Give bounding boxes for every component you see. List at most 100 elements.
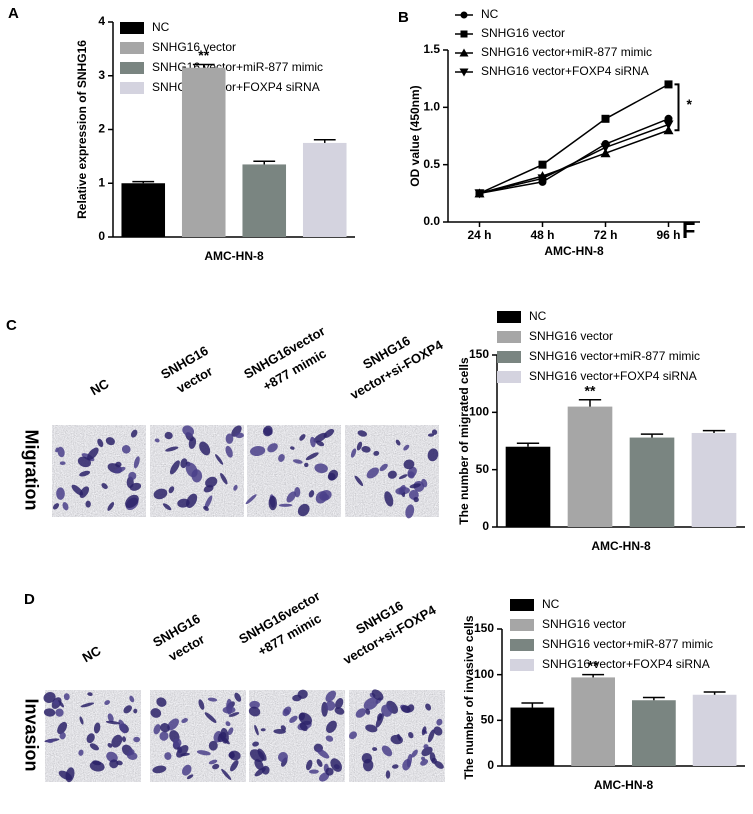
stained-cell bbox=[80, 702, 95, 708]
legend-swatch bbox=[497, 311, 521, 323]
stained-cell bbox=[123, 705, 132, 714]
stained-cell bbox=[129, 695, 135, 703]
stained-cell bbox=[363, 758, 374, 772]
stained-cell bbox=[373, 450, 380, 456]
legend-swatch bbox=[497, 331, 521, 343]
y-tick-label: 3 bbox=[98, 68, 105, 82]
stained-cell bbox=[398, 474, 408, 480]
stained-cell bbox=[411, 749, 418, 758]
stained-cell bbox=[78, 749, 84, 756]
stained-cell bbox=[375, 713, 384, 728]
legend-swatch bbox=[510, 599, 534, 611]
stained-cell bbox=[52, 503, 60, 510]
stained-cell bbox=[425, 703, 432, 711]
point bbox=[600, 148, 611, 158]
stained-cell bbox=[325, 735, 334, 742]
legend-marker bbox=[460, 30, 468, 38]
stained-cell bbox=[350, 448, 357, 458]
legend-marker bbox=[459, 68, 469, 77]
stained-cell bbox=[421, 726, 427, 736]
stained-cell bbox=[267, 443, 278, 453]
stained-cell bbox=[361, 446, 371, 453]
stained-cell bbox=[57, 446, 65, 458]
stained-cell bbox=[290, 446, 295, 450]
y-tick-label: 0 bbox=[98, 229, 105, 243]
stained-cell bbox=[427, 448, 439, 462]
row-label: Migration bbox=[21, 430, 41, 511]
stained-cell bbox=[365, 708, 371, 715]
stained-cell bbox=[55, 447, 59, 453]
stained-cell bbox=[406, 753, 413, 768]
stained-cell bbox=[125, 494, 139, 508]
legend-label: SNHG16 vector+FOXP4 siRNA bbox=[529, 369, 697, 383]
stained-cell bbox=[230, 751, 235, 759]
stained-cell bbox=[101, 483, 108, 489]
stained-cell bbox=[325, 767, 334, 776]
legend-swatch bbox=[510, 659, 534, 671]
stained-cell bbox=[164, 752, 172, 760]
stained-cell bbox=[234, 432, 244, 439]
stained-cell bbox=[292, 459, 303, 464]
stained-cell bbox=[262, 425, 273, 437]
bracket bbox=[674, 83, 680, 132]
legend-label: SNHG16 vector+FOXP4 siRNA bbox=[481, 64, 649, 78]
stained-cell bbox=[379, 463, 388, 472]
stained-cell bbox=[169, 460, 180, 475]
stained-cell bbox=[297, 503, 310, 517]
stained-cell bbox=[325, 700, 336, 711]
stained-cell bbox=[280, 725, 286, 731]
stained-cell bbox=[43, 692, 56, 703]
column-label: NC bbox=[80, 643, 104, 666]
stained-cell bbox=[203, 505, 209, 511]
stained-cell bbox=[93, 722, 101, 734]
significance: ** bbox=[588, 657, 599, 673]
stained-cell bbox=[79, 716, 84, 725]
stained-cell bbox=[220, 472, 228, 485]
stained-cell bbox=[325, 690, 337, 702]
stained-cell bbox=[294, 486, 301, 498]
legend-swatch bbox=[120, 62, 144, 74]
stained-cell bbox=[335, 698, 344, 709]
stained-cell bbox=[436, 718, 443, 726]
y-tick-label: 2 bbox=[98, 122, 105, 136]
stained-cell bbox=[260, 728, 266, 732]
stained-cell bbox=[159, 731, 169, 741]
legend-label: SNHG16 vector+FOXP4 siRNA bbox=[542, 657, 710, 671]
stained-cell bbox=[420, 759, 429, 766]
legend-marker bbox=[459, 48, 469, 57]
significance: ** bbox=[198, 47, 209, 63]
stained-cell bbox=[254, 724, 259, 736]
stained-cell bbox=[405, 504, 415, 519]
stained-cell bbox=[254, 759, 264, 771]
stained-cell bbox=[86, 733, 95, 744]
stained-cell bbox=[407, 466, 417, 478]
stained-cell bbox=[181, 764, 192, 776]
stained-cell bbox=[326, 720, 337, 734]
y-tick-label: 150 bbox=[469, 347, 489, 361]
stained-cell bbox=[63, 693, 70, 701]
stained-cell bbox=[177, 498, 190, 508]
y-tick-label: 50 bbox=[476, 462, 490, 476]
stained-cell bbox=[204, 712, 217, 723]
stained-cell bbox=[205, 476, 218, 488]
y-axis-label: OD value (450nm) bbox=[408, 85, 422, 186]
stained-cell bbox=[208, 740, 218, 751]
stained-cell bbox=[107, 502, 115, 511]
stained-cell bbox=[130, 429, 138, 438]
stained-cell bbox=[254, 767, 266, 777]
stained-cell bbox=[225, 433, 234, 444]
column-label: SNHG16vector bbox=[158, 343, 215, 396]
stained-cell bbox=[434, 760, 444, 769]
stained-cell bbox=[104, 700, 111, 706]
x-axis-label: AMC-HN-8 bbox=[594, 778, 654, 792]
stained-cell bbox=[409, 483, 421, 489]
y-tick-label: 1 bbox=[98, 175, 105, 189]
legend-label: SNHG16 vector+miR-877 mimic bbox=[481, 45, 652, 59]
stained-cell bbox=[403, 459, 415, 470]
stained-cell bbox=[162, 503, 172, 511]
x-tick-label: 72 h bbox=[593, 228, 617, 242]
column-label: SNHG16vector+877 mimic bbox=[241, 323, 328, 394]
panel-label: C bbox=[6, 317, 17, 334]
legend-swatch bbox=[120, 42, 144, 54]
